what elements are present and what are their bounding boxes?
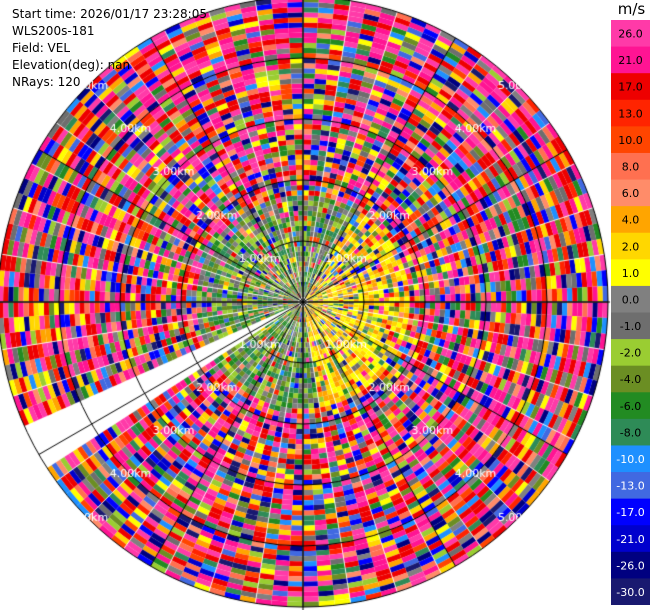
colorbar-swatch <box>611 312 650 340</box>
colorbar-swatch <box>611 126 650 154</box>
colorbar-swatch <box>611 20 650 48</box>
colorbar-tick-label: 4.0 <box>622 214 640 227</box>
colorbar-tick-label: 8.0 <box>622 161 640 174</box>
colorbar-tick-label: -17.0 <box>616 506 644 519</box>
colorbar-swatch <box>611 73 650 101</box>
colorbar-swatch <box>611 551 650 579</box>
colorbar-tick-label: 13.0 <box>618 107 643 120</box>
colorbar-swatch <box>611 445 650 473</box>
colorbar-swatch <box>611 339 650 367</box>
colorbar-swatch <box>611 578 650 605</box>
colorbar-tick-label: -6.0 <box>620 400 641 413</box>
colorbar-swatch <box>611 392 650 420</box>
colorbar-swatch <box>611 206 650 234</box>
colorbar-tick-label: 17.0 <box>618 81 643 94</box>
site-label: WLS200s-181 <box>12 24 95 38</box>
colorbar-tick-label: -30.0 <box>616 586 644 599</box>
colorbar-swatch <box>611 498 650 526</box>
colorbar-unit-label: m/s <box>617 0 646 18</box>
colorbar-tick-label: -21.0 <box>616 533 644 546</box>
colorbar-tick-label: -26.0 <box>616 559 644 572</box>
colorbar-tick-label: -2.0 <box>620 347 641 360</box>
colorbar-tick-label: 2.0 <box>622 240 640 253</box>
colorbar-tick-label: 26.0 <box>618 28 643 41</box>
colorbar-tick-label: -10.0 <box>616 453 644 466</box>
colorbar-swatch <box>611 365 650 393</box>
colorbar-swatch <box>611 472 650 500</box>
colorbar-swatch <box>611 152 650 181</box>
colorbar-swatch <box>611 525 650 553</box>
colorbar-tick-label: -8.0 <box>620 426 641 439</box>
colorbar-tick-label: 21.0 <box>618 54 643 67</box>
colorbar-swatch <box>611 285 650 313</box>
scan-info: Start time: 2026/01/17 23:28:05 WLS200s-… <box>12 6 207 91</box>
colorbar-swatch <box>611 179 650 207</box>
nrays-label: NRays: 120 <box>12 75 81 89</box>
field-label: Field: VEL <box>12 41 71 55</box>
colorbar-tick-label: 0.0 <box>622 293 640 306</box>
colorbar-swatch <box>611 46 650 74</box>
colorbar-tick-label: 10.0 <box>618 134 643 147</box>
colorbar-swatch <box>611 99 650 127</box>
elevation-label: Elevation(deg): nan <box>12 58 131 72</box>
colorbar-swatch <box>611 418 650 446</box>
colorbar-tick-label: 1.0 <box>622 267 640 280</box>
start-time-label: Start time: 2026/01/17 23:28:05 <box>12 7 207 21</box>
colorbar-swatch <box>611 232 650 260</box>
colorbar-tick-label: -13.0 <box>616 480 644 493</box>
colorbar-tick-label: 6.0 <box>622 187 640 200</box>
colorbar-swatch <box>611 259 650 287</box>
colorbar-tick-label: -4.0 <box>620 373 641 386</box>
velocity-colorbar: 26.0 21.0 17.0 13.0 10.0 8.0 6.0 4.0 2.0 1.0 0.0 -1… <box>611 20 650 605</box>
colorbar-tick-label: -1.0 <box>620 320 641 333</box>
